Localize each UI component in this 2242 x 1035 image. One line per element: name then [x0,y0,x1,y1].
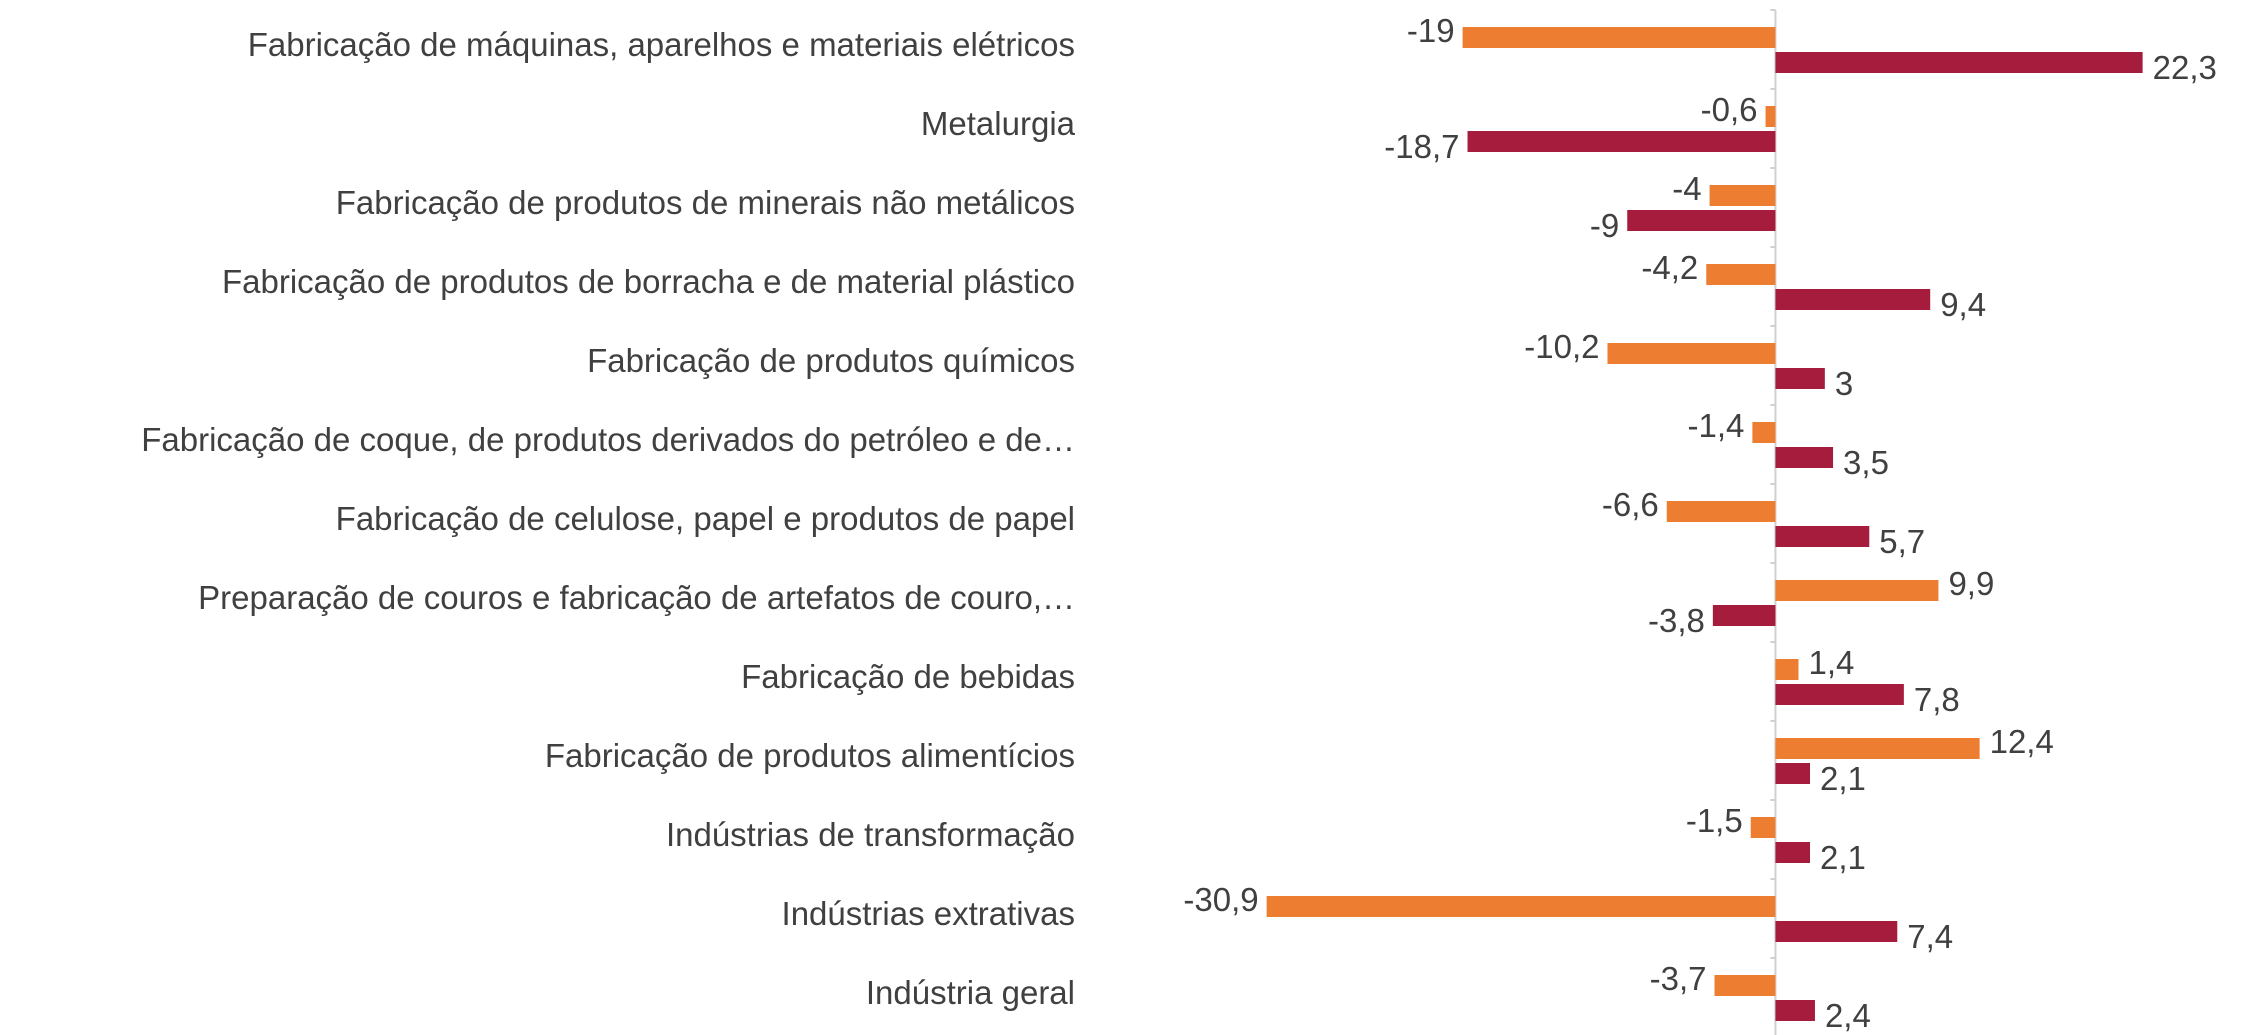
data-label: -4,2 [1641,249,1698,286]
bar [1709,185,1776,206]
data-label: 1,4 [1808,644,1854,681]
y-tick-label: Fabricação de produtos de minerais não m… [336,184,1075,221]
data-label: 9,9 [1948,565,1994,602]
y-tick-label: Preparação de couros e fabricação de art… [198,579,1075,616]
bar [1775,659,1799,680]
y-tick-label: Fabricação de bebidas [741,658,1075,695]
data-label: -4 [1672,170,1701,207]
data-label: -10,2 [1524,328,1599,365]
bar [1666,501,1776,522]
y-tick-label: Fabricação de máquinas, aparelhos e mate… [248,26,1075,63]
y-tick-label: Fabricação de coque, de produtos derivad… [141,421,1075,458]
y-tick-label: Indústrias extrativas [782,895,1075,932]
data-label: -19 [1407,12,1455,49]
data-label: -6,6 [1602,486,1659,523]
data-label: 2,1 [1820,760,1866,797]
bar [1775,289,1931,310]
data-label: 9,4 [1940,286,1986,323]
bar [1775,1000,1815,1021]
bar [1750,817,1776,838]
bar [1714,975,1776,996]
y-tick-label: Fabricação de celulose, papel e produtos… [336,500,1075,537]
data-label: -18,7 [1384,128,1459,165]
bar [1467,131,1776,152]
bar [1775,684,1904,705]
y-tick-label: Indústrias de transformação [666,816,1075,853]
bar [1775,921,1898,942]
bar [1607,343,1776,364]
bar [1775,763,1811,784]
y-tick-label: Indústria geral [866,974,1075,1011]
data-label: 2,4 [1825,997,1871,1034]
bar [1775,842,1811,863]
data-label: -3,7 [1650,960,1707,997]
bar [1775,526,1870,547]
data-label: 3,5 [1843,444,1889,481]
bar [1775,580,1939,601]
data-label: 7,4 [1907,918,1953,955]
data-label: -1,4 [1688,407,1745,444]
bar [1266,896,1776,917]
data-label: 7,8 [1914,681,1960,718]
bar [1627,210,1776,231]
y-tick-label: Fabricação de produtos químicos [587,342,1075,379]
data-label: -30,9 [1183,881,1258,918]
bar [1775,52,2143,73]
data-label: -9 [1590,207,1619,244]
bar [1462,27,1776,48]
y-tick-label: Metalurgia [921,105,1076,142]
bar [1706,264,1776,285]
bar [1712,605,1776,626]
data-label: 3 [1835,365,1853,402]
bar [1775,738,1980,759]
data-label: 5,7 [1879,523,1925,560]
y-tick-label: Fabricação de produtos alimentícios [545,737,1075,774]
data-label: 12,4 [1990,723,2054,760]
bar [1765,106,1776,127]
bar [1775,368,1825,389]
data-label: -0,6 [1701,91,1758,128]
data-label: -3,8 [1648,602,1705,639]
data-label: 22,3 [2153,49,2217,86]
bar [1752,422,1776,443]
data-label: -1,5 [1686,802,1743,839]
y-tick-label: Fabricação de produtos de borracha e de … [222,263,1075,300]
bar [1775,447,1834,468]
data-label: 2,1 [1820,839,1866,876]
